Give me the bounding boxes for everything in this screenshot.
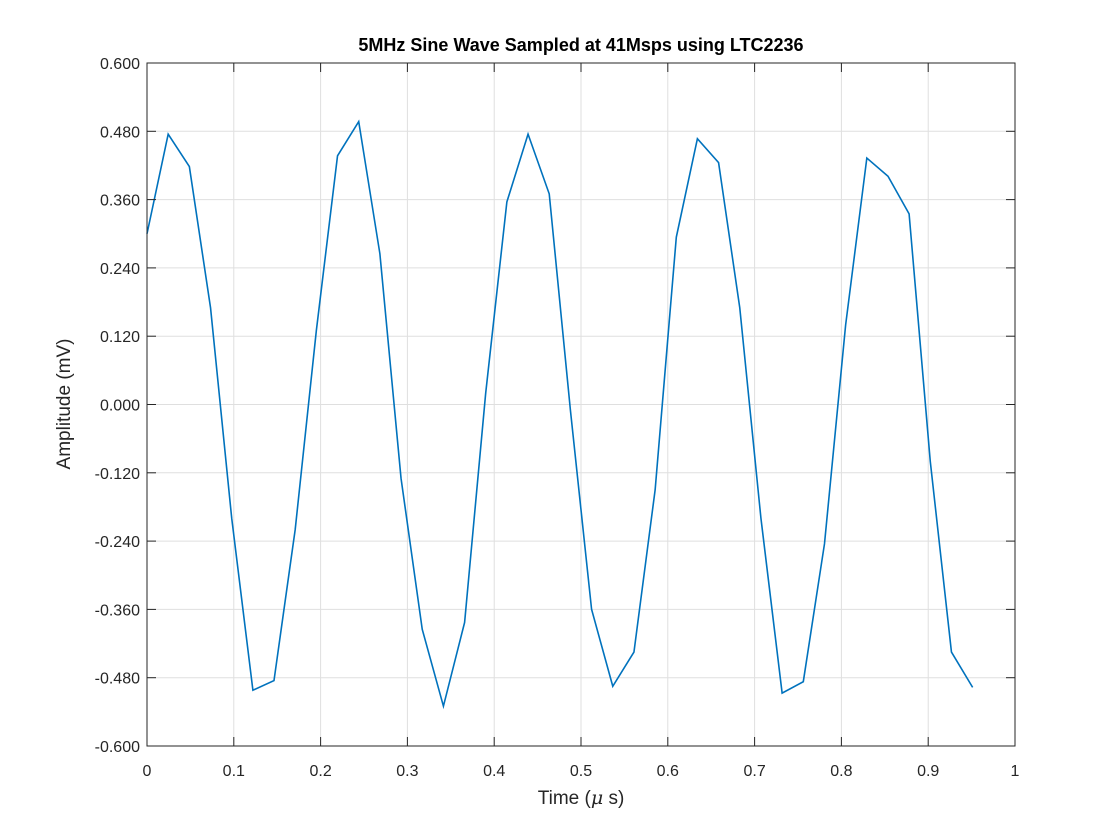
- x-tick-label: 0.5: [570, 763, 592, 780]
- y-tick-label: -0.360: [95, 602, 140, 619]
- series-line-1: [146, 119, 974, 710]
- x-tick-label: 0.1: [223, 763, 245, 780]
- y-tick-label: -0.480: [95, 671, 140, 688]
- x-axis-ticks: [146, 63, 1016, 746]
- y-axis-tick-labels: -0.600 -0.480 -0.360 -0.240 -0.120 0.000 0.120…: [95, 56, 140, 756]
- x-tick-label: 0.3: [396, 763, 418, 780]
- y-axis-label: Amplitude (mV): [54, 339, 75, 470]
- x-tick-label: 0.8: [830, 763, 852, 780]
- y-tick-label: 0.360: [100, 193, 140, 210]
- y-tick-label: 0.240: [100, 261, 140, 278]
- x-tick-label: 0.9: [917, 763, 939, 780]
- series-layer: [146, 119, 974, 710]
- x-axis-label: Time (μ s): [538, 787, 625, 809]
- y-tick-label: 0.480: [100, 124, 140, 141]
- y-tick-label: 0.600: [100, 56, 140, 73]
- y-tick-label: -0.120: [95, 466, 140, 483]
- x-tick-label: 0.4: [483, 763, 505, 780]
- y-tick-label: 0.120: [100, 329, 140, 346]
- x-axis-tick-labels: 0 0.1 0.2 0.3 0.4 0.5 0.6 0.7 0.8 0.9 1: [143, 763, 1020, 780]
- x-tick-label: 1: [1011, 763, 1020, 780]
- y-tick-label: -0.600: [95, 739, 140, 756]
- chart-title: 5MHz Sine Wave Sampled at 41Msps using L…: [358, 35, 803, 55]
- y-axis-ticks: [147, 62, 1015, 747]
- y-tick-label: 0.000: [100, 398, 140, 415]
- x-tick-label: 0: [143, 763, 152, 780]
- x-tick-label: 0.7: [743, 763, 765, 780]
- y-tick-label: -0.240: [95, 534, 140, 551]
- x-tick-label: 0.6: [657, 763, 679, 780]
- x-tick-label: 0.2: [309, 763, 331, 780]
